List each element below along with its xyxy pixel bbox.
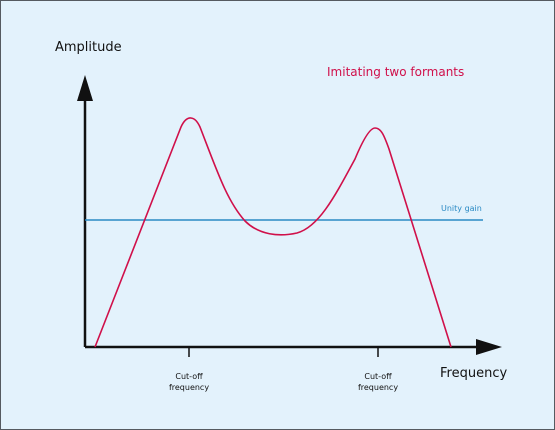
cutoff-label-1-line1: Cut-off — [175, 372, 203, 381]
cutoff-label-1: Cut-off frequency — [149, 371, 229, 393]
unity-gain-label: Unity gain — [441, 204, 482, 213]
cutoff-label-2-line1: Cut-off — [364, 372, 392, 381]
formant-curve — [94, 117, 452, 348]
cutoff-label-2-line2: frequency — [357, 383, 399, 392]
y-axis-arrowhead — [77, 75, 93, 101]
cutoff-label-1-line2: frequency — [168, 383, 210, 392]
cutoff-label-2: Cut-off frequency — [338, 371, 418, 393]
x-axis-label: Frequency — [440, 366, 508, 381]
x-axis-arrowhead — [476, 339, 502, 355]
diagram-title: Imitating two formants — [327, 65, 465, 79]
y-axis-label: Amplitude — [55, 40, 122, 55]
